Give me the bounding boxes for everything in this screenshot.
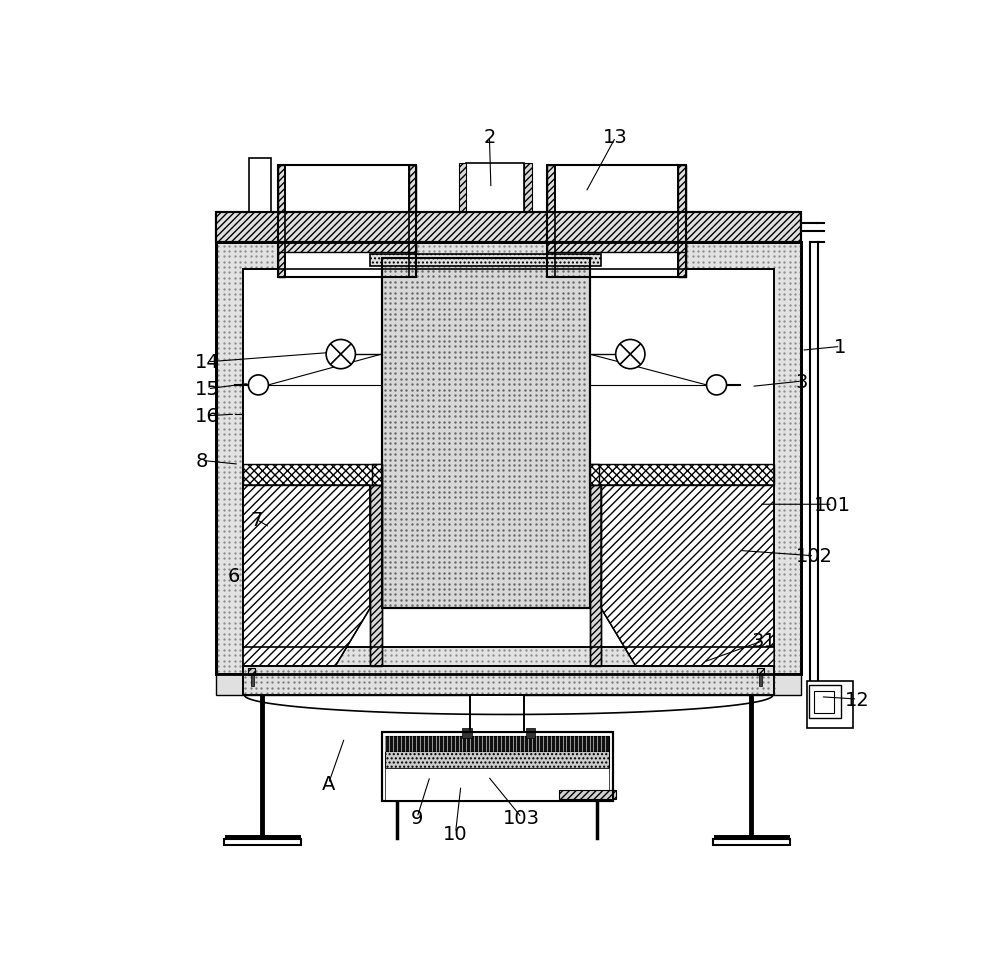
Bar	[243, 667, 774, 696]
Bar	[385, 736, 609, 752]
Text: 102: 102	[796, 547, 833, 566]
Bar	[243, 667, 774, 696]
Polygon shape	[601, 485, 774, 667]
Bar	[462, 729, 472, 737]
Bar	[382, 733, 613, 801]
Bar	[559, 790, 616, 799]
Circle shape	[616, 340, 645, 369]
Bar	[278, 167, 416, 278]
Bar	[590, 465, 774, 485]
Bar	[243, 270, 774, 647]
Bar	[809, 685, 841, 718]
Bar	[372, 465, 382, 485]
Text: 9: 9	[411, 808, 423, 828]
Bar	[814, 692, 834, 713]
Bar	[216, 243, 801, 674]
Bar	[547, 243, 686, 253]
Bar	[555, 167, 678, 278]
Circle shape	[326, 340, 355, 369]
Text: 13: 13	[603, 128, 628, 147]
Bar	[459, 164, 466, 212]
Bar	[248, 669, 255, 675]
Bar	[590, 485, 601, 667]
Bar	[757, 669, 764, 675]
Bar	[370, 485, 382, 667]
Bar	[590, 485, 601, 667]
Bar	[382, 259, 590, 609]
Bar	[409, 167, 416, 278]
Bar	[224, 839, 301, 846]
Bar	[382, 259, 590, 609]
Bar	[216, 212, 801, 243]
Circle shape	[707, 376, 727, 395]
Text: 1: 1	[834, 337, 847, 357]
Bar	[278, 167, 285, 278]
Bar	[713, 839, 790, 846]
Bar	[243, 465, 382, 485]
Text: 8: 8	[195, 452, 208, 470]
Bar	[470, 696, 524, 733]
Circle shape	[248, 376, 268, 395]
Bar	[251, 675, 254, 686]
Bar	[216, 243, 801, 674]
Text: 16: 16	[195, 407, 220, 425]
Text: 7: 7	[251, 511, 263, 530]
Bar	[466, 164, 524, 212]
Text: 101: 101	[814, 495, 851, 515]
Bar	[285, 167, 409, 278]
Bar	[590, 465, 599, 485]
Polygon shape	[243, 485, 370, 667]
Text: 3: 3	[796, 372, 808, 391]
Bar	[385, 752, 609, 768]
Bar	[526, 729, 535, 737]
Text: 10: 10	[443, 824, 468, 843]
Text: 31: 31	[751, 632, 776, 650]
Text: 2: 2	[483, 128, 496, 147]
Text: 6: 6	[228, 567, 240, 585]
Bar	[547, 167, 686, 278]
Bar	[285, 167, 409, 278]
Bar	[759, 675, 762, 686]
Text: 103: 103	[503, 808, 540, 828]
Bar	[524, 164, 532, 212]
Bar	[382, 733, 613, 801]
Bar	[216, 212, 801, 243]
Bar	[370, 485, 382, 667]
Bar	[385, 768, 609, 801]
Text: A: A	[322, 774, 336, 794]
Bar	[678, 167, 686, 278]
Text: 15: 15	[195, 380, 220, 399]
Bar	[547, 167, 555, 278]
Bar	[370, 255, 601, 266]
Text: 14: 14	[195, 353, 220, 372]
Bar	[243, 270, 774, 647]
Bar	[807, 681, 853, 728]
Bar	[555, 167, 678, 278]
Bar	[470, 696, 524, 733]
Text: 12: 12	[845, 690, 870, 709]
Bar	[216, 674, 801, 696]
Bar	[249, 159, 271, 212]
Bar	[278, 243, 416, 253]
